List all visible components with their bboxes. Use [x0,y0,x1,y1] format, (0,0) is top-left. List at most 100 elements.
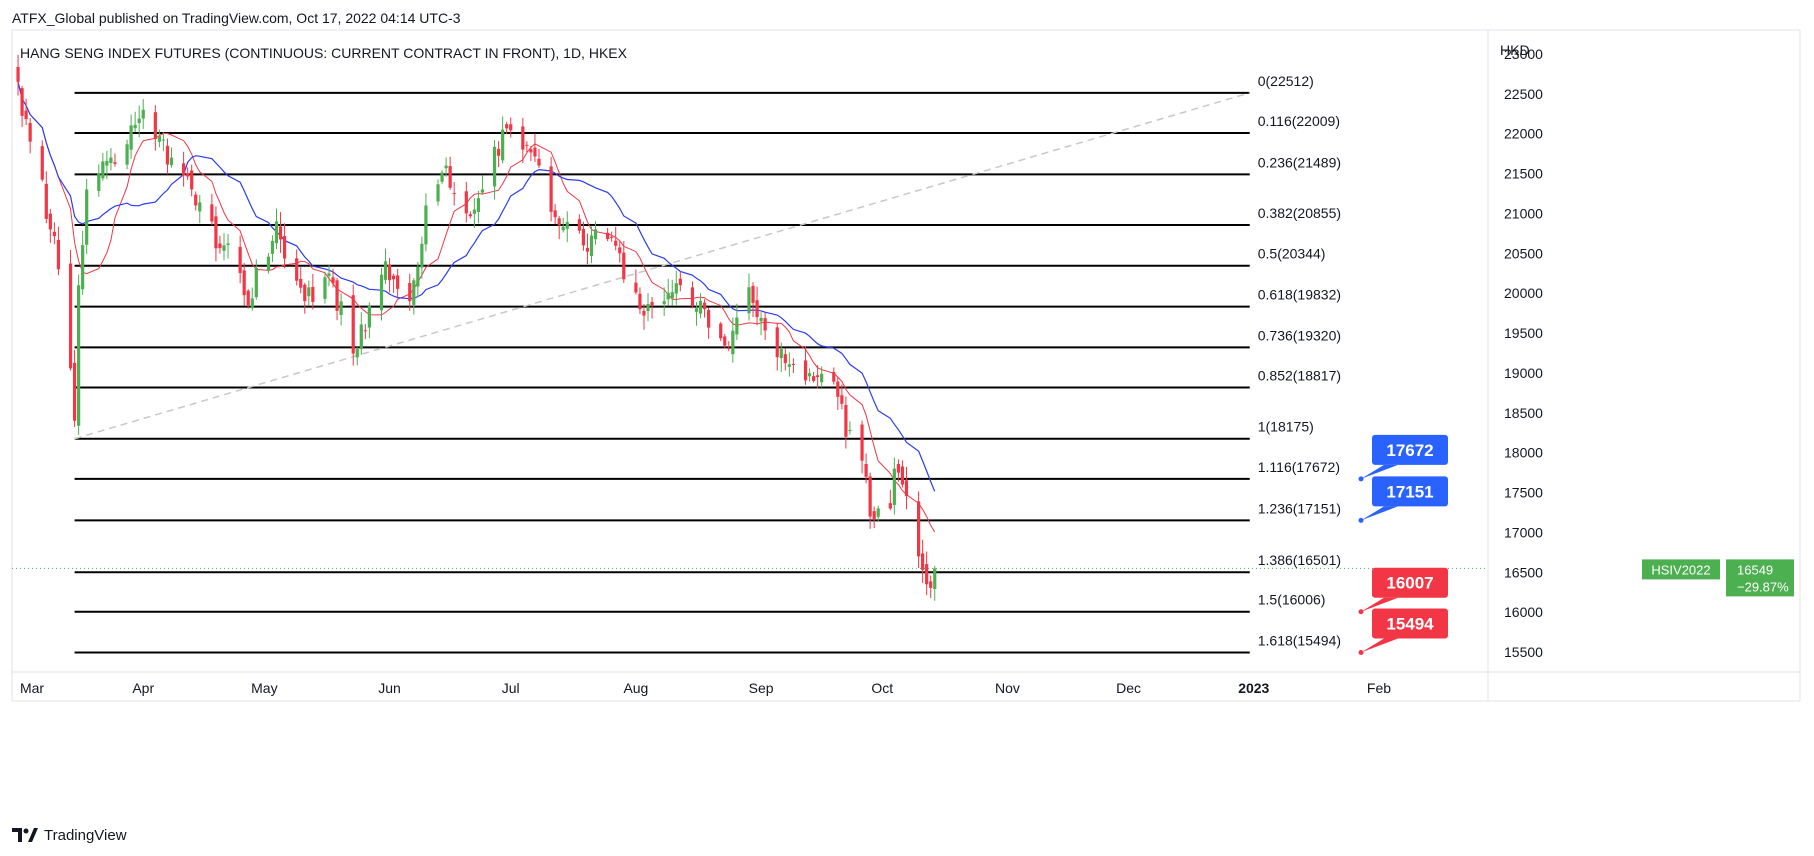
candle-body [872,511,876,519]
candle-body [844,404,848,437]
candle-body [803,360,808,381]
candle-body [921,553,925,570]
candle [634,269,638,295]
candle-body [40,146,44,180]
fibonacci-extension[interactable]: 0(22512) 0.116(22009) 0.236(21489) 0.382(20… [74,73,1341,654]
candle-body [416,266,420,287]
candle [614,226,618,251]
candle-body [674,283,678,294]
candle [763,312,767,340]
tradingview-brand[interactable]: TradingView [12,824,127,846]
candle [113,153,117,167]
candle [387,258,392,293]
candle-body [561,226,565,231]
candle [416,261,420,298]
symbol-tag: HSIV2022 16549 −29.87% [1642,559,1794,597]
price-bubbles[interactable]: 17672 17151 16007 15494 [1358,434,1449,656]
candle-body [702,302,707,310]
y-tick-label: 23000 [1504,46,1543,62]
candle-body [392,275,396,280]
candle-body [72,362,77,421]
bubble-anchor [1358,609,1364,615]
candle [747,273,751,321]
candle-body [169,157,174,166]
candle [97,164,101,197]
candle-body [186,173,190,177]
candle-body [254,268,258,298]
candle-body [48,213,52,230]
candle-body [622,252,626,280]
candle [803,346,808,385]
candle-body [791,364,796,366]
y-tick-label: 21500 [1504,166,1543,182]
candle-body [925,564,929,585]
candle-body [137,118,141,124]
candle [642,304,646,330]
candle [278,212,283,253]
candle-body [52,231,56,237]
candle-body [610,236,614,238]
candle [735,303,739,340]
candle [133,111,137,132]
currency-label: HKD [1500,42,1530,58]
candle [137,105,141,138]
candle-body [440,172,444,182]
candle-body [448,165,452,188]
candle-body [250,298,254,309]
candle-body [480,189,485,193]
candle-body [763,318,767,331]
x-tick-label: Feb [1367,680,1391,696]
candle [723,333,727,348]
fib-level-label: 1.116(17672) [1258,459,1340,475]
candle-body [505,124,509,129]
candle [593,221,598,245]
fib-level-label: 1.386(16501) [1258,552,1341,568]
candle [888,489,892,511]
candle-body [464,191,468,214]
fib-level-label: 0.618(19832) [1258,287,1341,303]
candle [194,191,198,211]
candle-body [335,280,339,311]
candle-body [678,278,682,286]
candle-body [848,429,852,432]
candle-body [85,189,89,245]
candle [323,271,327,304]
candle-body [270,240,275,254]
bubble-label: 17151 [1386,482,1433,501]
candle-body [783,354,787,364]
candle [327,265,331,287]
candle [505,121,509,135]
candle-body [553,210,557,218]
candle [816,365,820,389]
bubble-anchor [1358,517,1364,523]
candle-body [165,145,170,165]
candle-body [303,284,307,302]
candle [141,99,145,129]
candle-body [933,568,937,589]
bubble-box [1372,608,1448,639]
candle-body [706,310,711,328]
candle-body [646,304,650,311]
bubble-box [1372,434,1448,465]
candle [606,227,610,242]
candle [731,317,735,363]
candle [339,293,343,326]
candle [811,372,816,383]
candle [274,208,279,250]
candle [480,175,485,195]
candle-body [775,327,779,358]
candle-body [698,300,703,314]
x-tick-label: 2023 [1238,680,1269,696]
candle [250,287,254,311]
candle [509,117,513,138]
y-tick-label: 16000 [1504,604,1543,620]
candle-body [153,112,157,140]
candle [670,279,674,306]
candle [549,156,553,222]
axes: 15500 16000 16500 17000 17500 18000 18500 19000… [20,46,1543,696]
candle [452,181,456,206]
candle [501,116,505,164]
candle [646,292,650,322]
candle-body [929,581,933,588]
